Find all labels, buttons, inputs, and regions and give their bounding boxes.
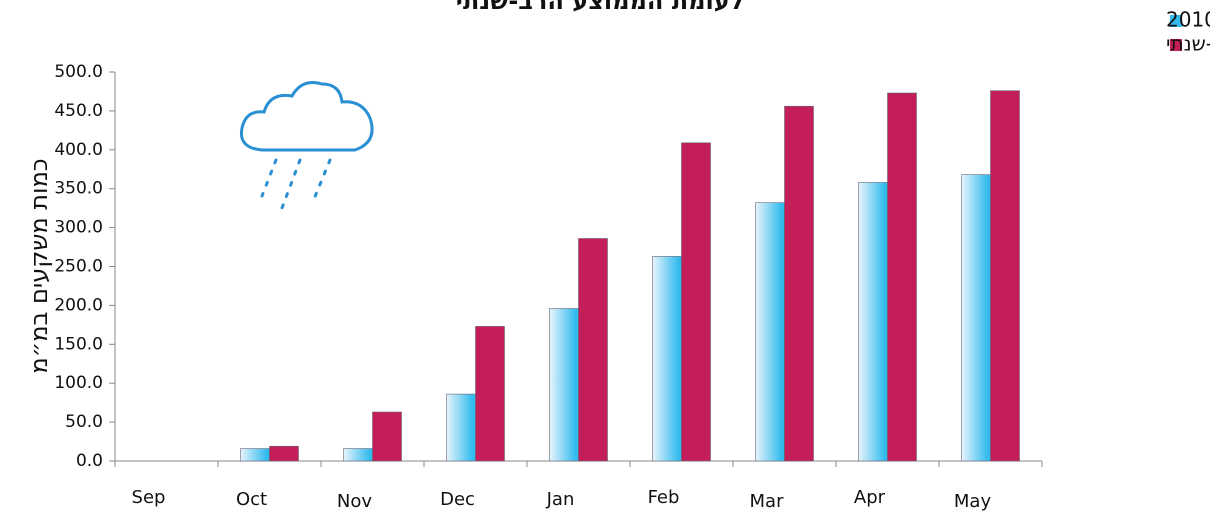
x-tick-label: Feb [648,487,680,508]
y-tick-label: 50.0 [65,412,103,432]
y-tick-label: 450.0 [54,101,103,121]
x-tick-label: Oct [236,489,267,510]
chart-title: לעומת הממוצע הרב-שנתי [456,0,744,15]
bar [681,142,711,462]
y-tick-label: 0.0 [76,451,103,471]
bar [961,174,991,462]
x-tick-label: Dec [440,489,475,510]
legend-label: עונת 2010/2011 [1166,8,1210,32]
bar [887,92,917,462]
bar [990,90,1020,462]
bar [784,105,814,462]
bar [372,411,402,462]
x-tick-label: Jan [546,489,575,510]
legend-label: הממוצע הרב-שנתי [1166,32,1210,56]
y-tick-label: 250.0 [54,257,103,277]
x-tick-label: May [954,491,992,512]
y-tick-label: 500.0 [54,62,103,82]
x-tick-label: Nov [337,491,372,512]
y-tick-label: 300.0 [54,218,103,238]
cloud-icon [239,81,374,210]
bar [343,448,373,462]
bar [652,256,682,462]
y-tick-label: 200.0 [54,295,103,315]
legend-swatch [1170,39,1182,51]
y-tick-label: 400.0 [54,140,103,160]
legend-swatch [1170,15,1182,27]
bar [240,448,270,462]
x-tick-label: Sep [132,487,166,508]
y-tick-label: 150.0 [54,334,103,354]
x-tick-label: Apr [854,487,886,508]
bar [549,308,579,462]
y-tick-label: 350.0 [54,179,103,199]
bar [578,238,608,462]
y-tick-label: 100.0 [54,373,103,393]
y-axis-label: כמות משקעים במ״מ [25,158,53,373]
bar [858,182,888,462]
bar [475,326,505,462]
bar [269,445,299,462]
x-tick-label: Mar [750,491,785,512]
bar [755,202,785,462]
bar [446,393,476,462]
